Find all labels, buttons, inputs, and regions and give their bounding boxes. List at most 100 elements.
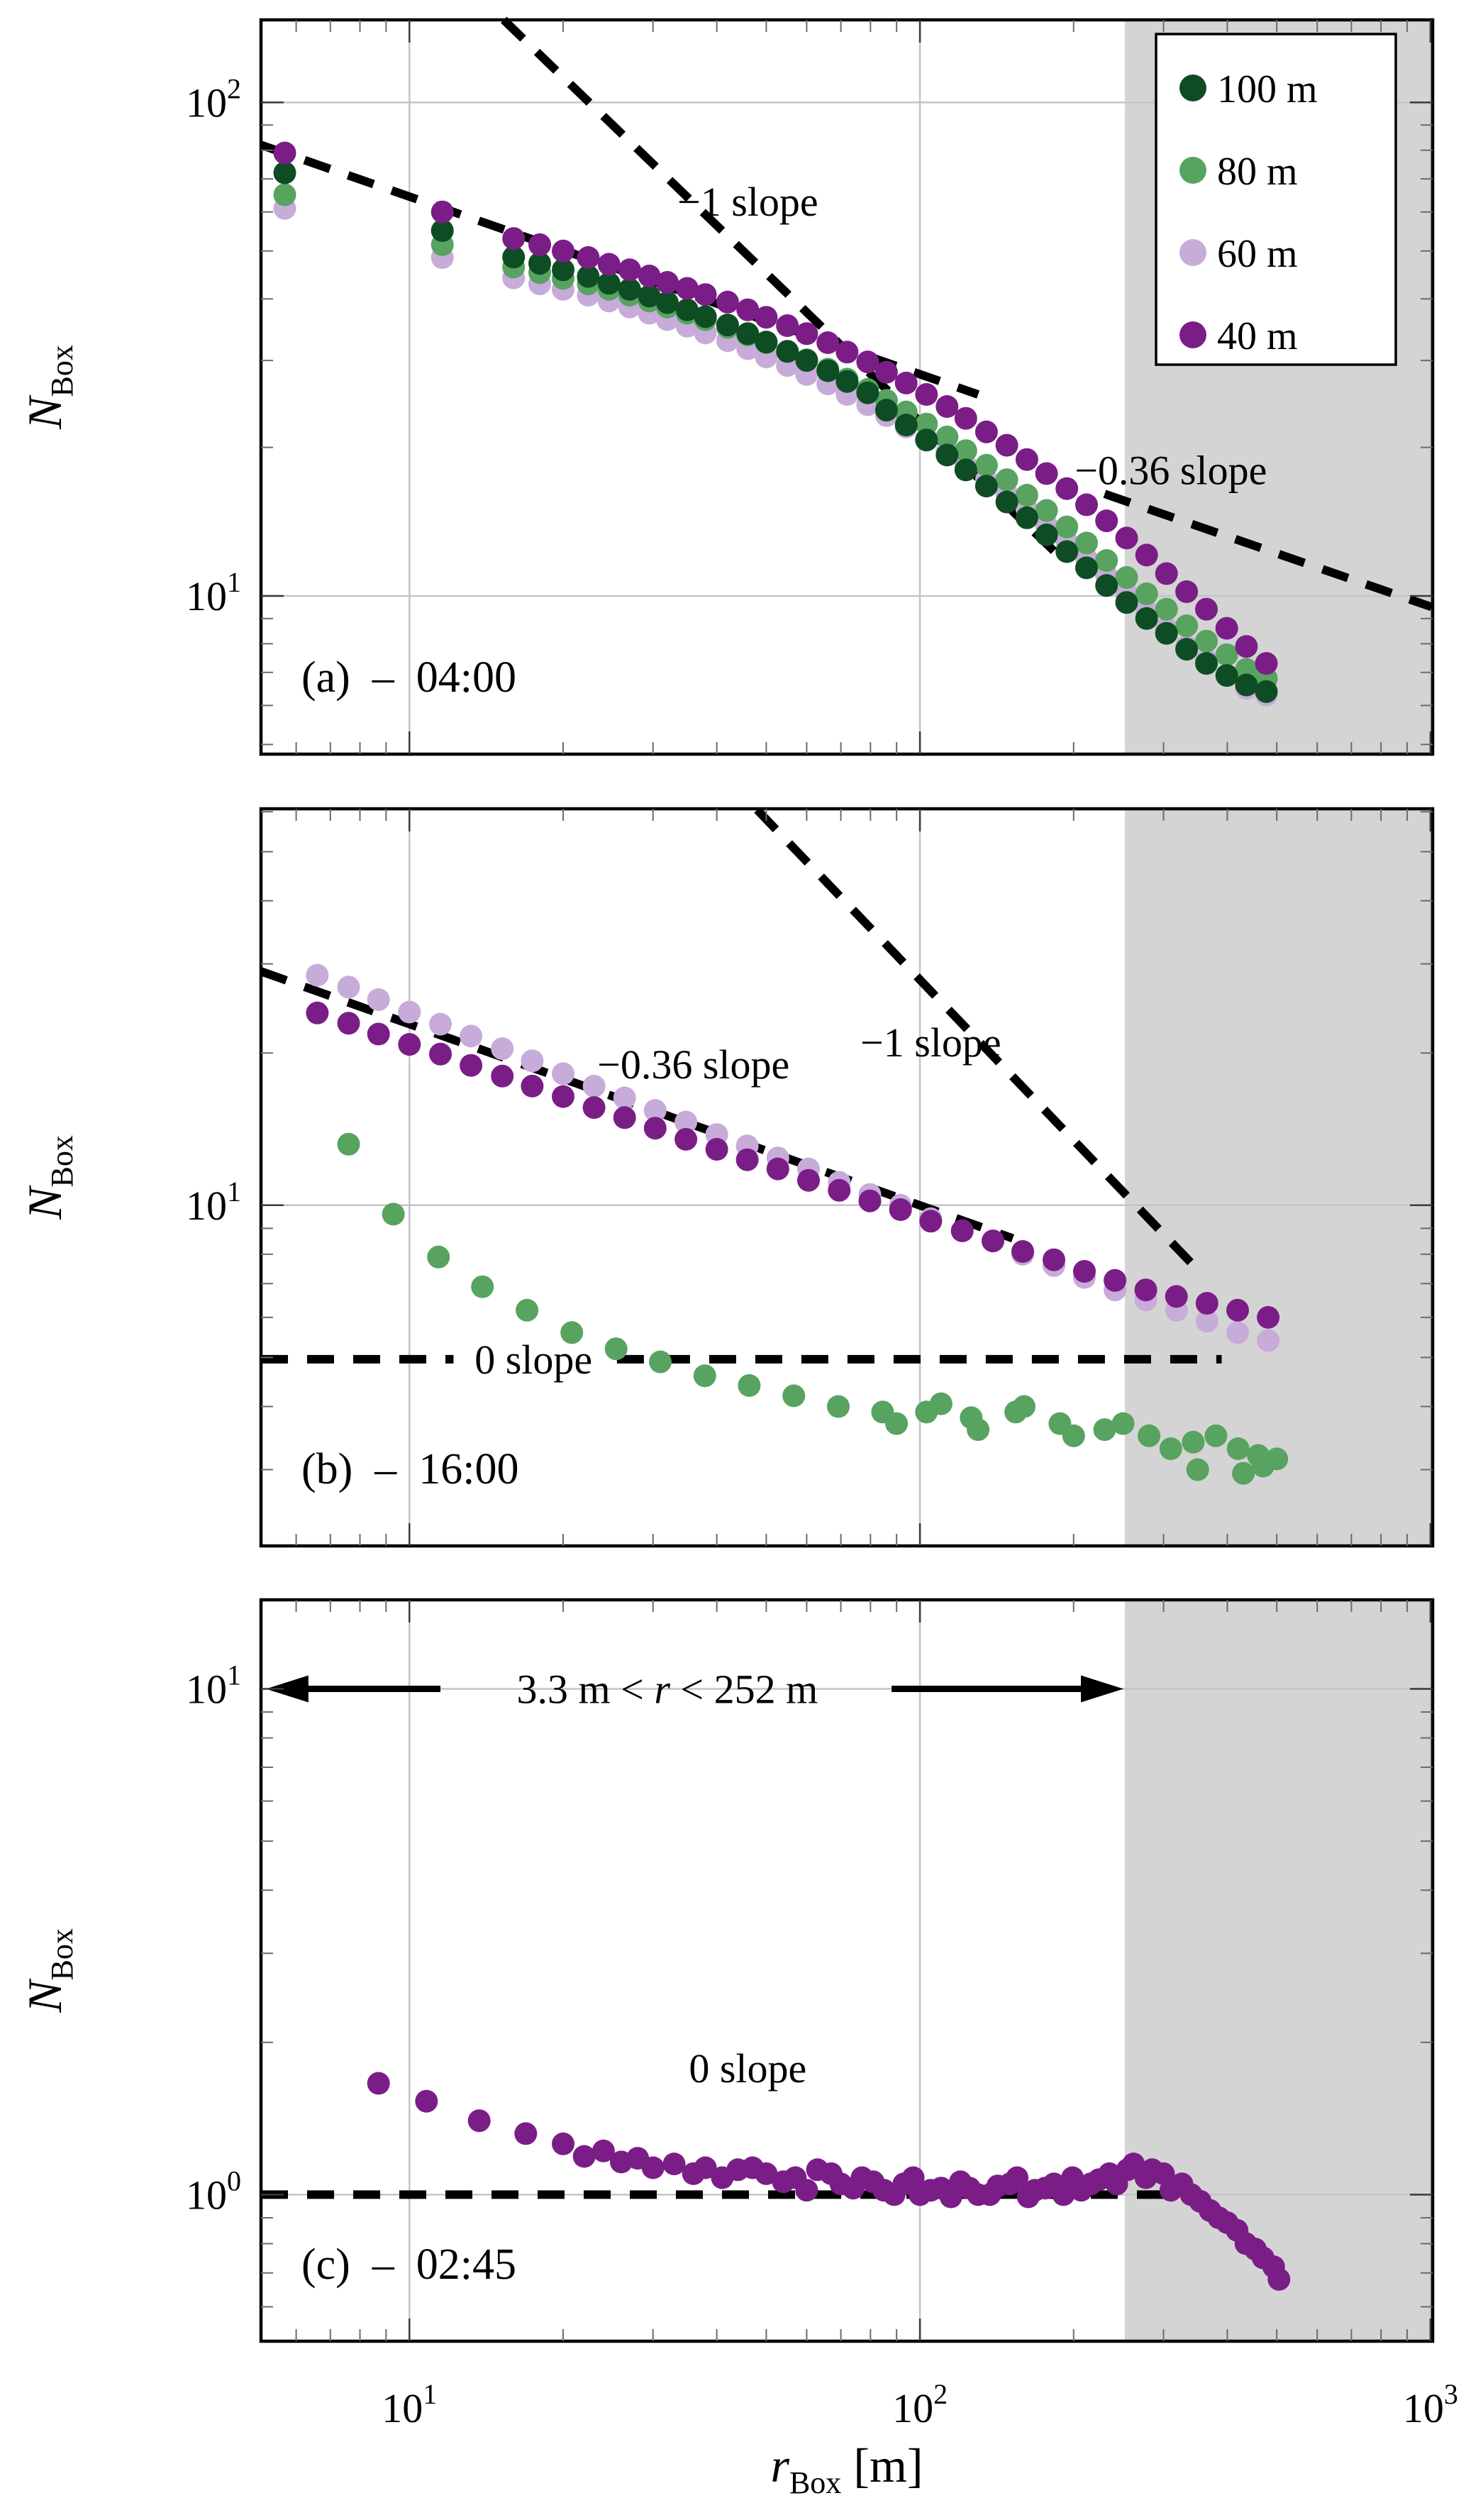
data-point (1255, 680, 1278, 703)
data-point (1232, 1461, 1255, 1485)
data-point (974, 420, 998, 443)
data-point (528, 252, 551, 275)
data-point (460, 1024, 483, 1048)
data-point (1115, 526, 1138, 550)
data-point (1135, 582, 1158, 605)
data-point (675, 298, 699, 321)
data-point (560, 1321, 584, 1344)
data-point (776, 314, 799, 337)
legend-item-60m: 60 m (1179, 232, 1298, 276)
data-point (795, 2179, 818, 2202)
range-annotation: 3.3 m < r < 252 m (265, 1667, 1124, 1713)
slope-label: −0.36 slope (1074, 447, 1267, 493)
data-point (835, 341, 859, 364)
data-point (1235, 658, 1258, 681)
data-point (649, 1350, 672, 1374)
data-point (1075, 531, 1098, 555)
legend-label: 80 m (1217, 150, 1298, 194)
legend-marker-icon (1179, 239, 1206, 266)
data-point (1035, 523, 1058, 546)
data-point (954, 407, 977, 430)
data-point (337, 1132, 360, 1156)
data-point (552, 239, 574, 262)
ref-line-−0.36 slope (259, 967, 1014, 1243)
data-point (1175, 580, 1199, 603)
data-point (1267, 2267, 1291, 2291)
data-point (367, 2072, 390, 2095)
series-40m (367, 2072, 1291, 2291)
range-text: 3.3 m < r < 252 m (517, 1667, 818, 1713)
data-point (273, 183, 296, 206)
data-point (382, 1203, 405, 1226)
y-axis-title: NBox (18, 1928, 79, 2013)
data-point (460, 1054, 483, 1077)
data-point (1055, 515, 1079, 538)
data-point (1035, 499, 1058, 522)
data-point (1165, 1285, 1188, 1308)
data-point (643, 1117, 667, 1140)
y-tick-label: 101 (186, 1659, 241, 1713)
data-point (782, 1384, 806, 1408)
data-point (776, 340, 799, 363)
data-point (618, 258, 641, 282)
data-point (273, 141, 296, 165)
data-point (874, 360, 898, 384)
ref-line-−0.36 slope (1103, 490, 1433, 612)
data-point (795, 322, 818, 346)
data-point (467, 2109, 491, 2133)
data-point (856, 350, 879, 374)
data-point (797, 1168, 820, 1192)
legend-marker-icon (1179, 321, 1206, 348)
series-80m (337, 1132, 1289, 1485)
data-point (894, 371, 918, 394)
data-point (736, 298, 760, 321)
data-point (929, 1392, 953, 1415)
panel-tag-c: (c) – 02:45 (301, 2240, 516, 2289)
data-point (429, 1012, 452, 1036)
data-point (828, 1178, 851, 1202)
data-point (935, 443, 959, 467)
data-point (597, 272, 621, 295)
data-point (954, 439, 977, 463)
data-point (1155, 621, 1178, 645)
data-point (1104, 1269, 1127, 1292)
panel-border (259, 18, 1435, 756)
data-point (552, 1085, 574, 1108)
data-point (995, 490, 1018, 514)
data-point (662, 2152, 686, 2176)
data-point (1006, 2166, 1029, 2189)
data-point (502, 227, 526, 250)
legend-item-80m: 80 m (1179, 150, 1298, 194)
data-point (950, 1219, 974, 1242)
data-point (915, 429, 938, 452)
y-axis-title: NBox (18, 1135, 79, 1220)
data-point (915, 383, 938, 406)
data-point (1043, 1248, 1065, 1271)
data-point (1095, 549, 1118, 572)
data-point (1135, 607, 1158, 630)
data-point (1115, 566, 1138, 589)
legend: 100 m 80 m 60 m 40 m (1155, 33, 1397, 366)
data-point (1182, 1430, 1205, 1454)
legend-label: 40 m (1217, 314, 1298, 358)
data-point (889, 1198, 912, 1221)
data-point (885, 1412, 909, 1435)
data-point (337, 1012, 360, 1035)
y-tick-label: 101 (186, 566, 241, 619)
data-point (766, 1157, 789, 1181)
y-tick-label: 100 (186, 2165, 241, 2218)
data-point (827, 1395, 850, 1418)
data-point (694, 2156, 717, 2179)
data-point (1195, 629, 1218, 653)
data-point (1135, 543, 1158, 567)
data-point (1138, 1424, 1161, 1447)
data-point (1265, 1447, 1289, 1471)
data-point (521, 1049, 544, 1073)
ref-line-−1 slope (754, 807, 1206, 1278)
data-point (582, 1074, 606, 1098)
data-point (816, 359, 840, 382)
data-point (427, 1245, 450, 1269)
data-point (1215, 664, 1238, 687)
data-point (974, 453, 998, 477)
slope-label: 0 slope (689, 2045, 806, 2091)
